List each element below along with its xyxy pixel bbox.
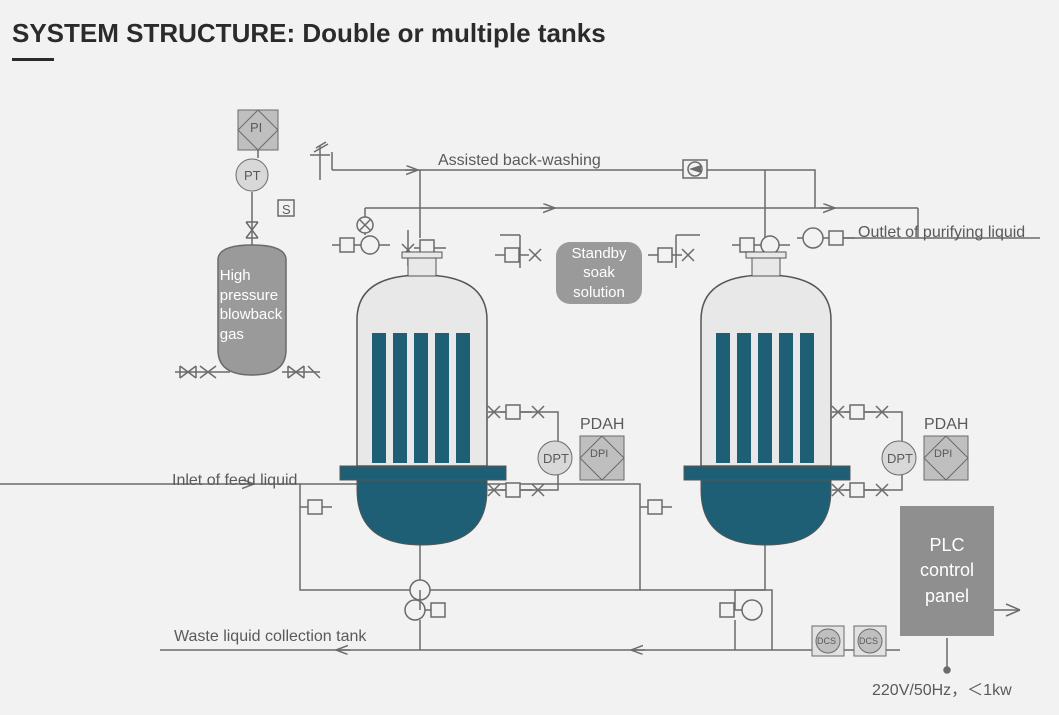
label-outlet: Outlet of purifying liquid	[858, 224, 1025, 242]
label-dpi1: DPI	[590, 448, 608, 460]
label-dcs1: DCS	[817, 636, 836, 646]
label-power: 220V/50Hz，＜1kw	[872, 676, 1012, 700]
label-soak: Standby soak solution	[556, 242, 642, 304]
label-dpt2: DPT	[887, 451, 913, 466]
diagram-canvas: Assisted back-washing Outlet of purifyin…	[0, 90, 1059, 710]
label-s: S	[282, 202, 291, 217]
plc-panel: PLC control panel	[900, 506, 994, 636]
label-blowback: High pressure blowback gas	[222, 260, 280, 350]
filter-tank-1	[340, 252, 506, 545]
title-underline	[12, 58, 54, 61]
label-waste: Waste liquid collection tank	[174, 628, 366, 646]
label-pdah2: PDAH	[924, 416, 968, 434]
filter-tank-2	[684, 252, 850, 545]
page-title: SYSTEM STRUCTURE: Double or multiple tan…	[12, 18, 606, 49]
label-dcs2: DCS	[859, 636, 878, 646]
label-dpt1: DPT	[543, 451, 569, 466]
label-pt: PT	[244, 168, 261, 183]
label-pdah1: PDAH	[580, 416, 624, 434]
label-pi: PI	[250, 120, 262, 135]
label-backwash: Assisted back-washing	[438, 152, 601, 170]
label-dpi2: DPI	[934, 448, 952, 460]
label-inlet: Inlet of feed liquid	[172, 472, 297, 490]
